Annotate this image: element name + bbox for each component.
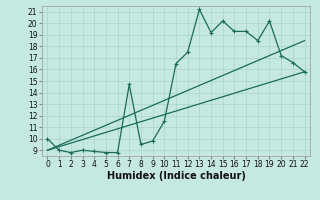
X-axis label: Humidex (Indice chaleur): Humidex (Indice chaleur)	[107, 171, 245, 181]
